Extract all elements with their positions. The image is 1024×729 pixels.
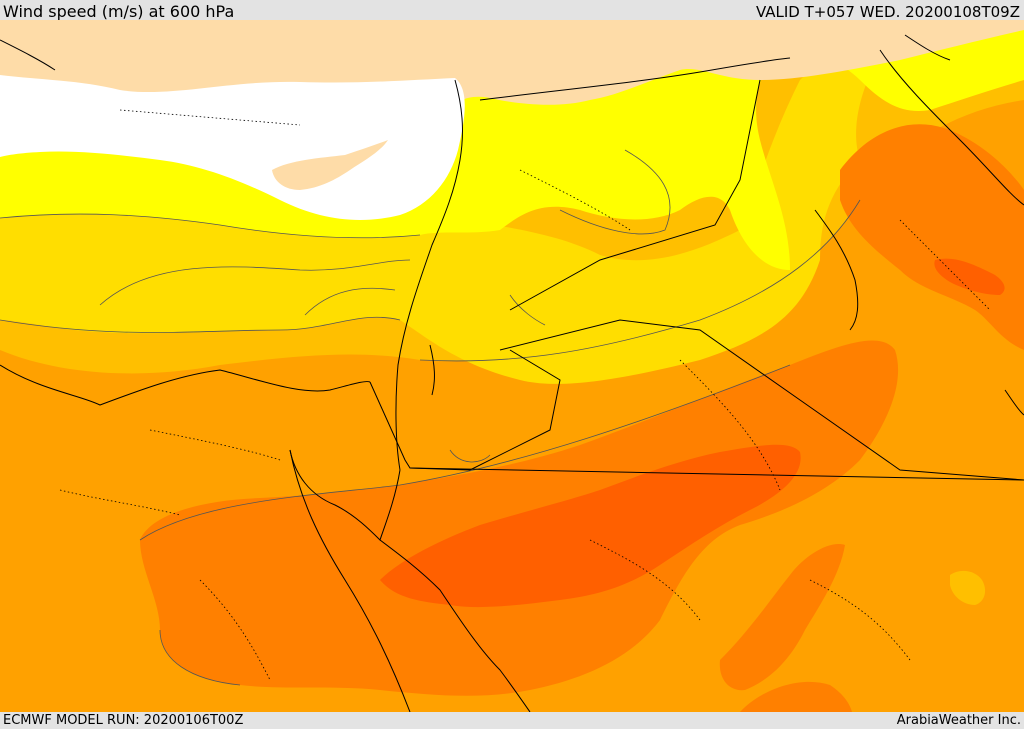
header-bar: Wind speed (m/s) at 600 hPa VALID T+057 … (0, 0, 1024, 21)
field-gold-west (0, 50, 880, 384)
cyprus-island (272, 140, 388, 190)
admin-lines (59, 109, 991, 681)
contour-lines (0, 149, 861, 686)
field-amber-patch (950, 570, 986, 605)
map-title: Wind speed (m/s) at 600 hPa (3, 2, 235, 21)
field-dark-orange-south (740, 681, 852, 712)
field-calm (0, 75, 465, 220)
map-canvas (0, 20, 1024, 712)
credit: ArabiaWeather Inc. (896, 713, 1021, 728)
field-dark-orange-southeast (719, 544, 845, 691)
valid-time: VALID T+057 WED. 20200108T09Z (755, 3, 1020, 21)
field-red-orange-east (934, 258, 1005, 295)
field-dark-orange-east (840, 124, 1024, 350)
wind-speed-map[interactable] (0, 20, 1024, 712)
border-lines (0, 34, 1024, 712)
model-run: ECMWF MODEL RUN: 20200106T00Z (3, 713, 244, 728)
field-red-orange (380, 444, 801, 608)
footer-bar: ECMWF MODEL RUN: 20200106T00Z ArabiaWeat… (0, 712, 1024, 729)
